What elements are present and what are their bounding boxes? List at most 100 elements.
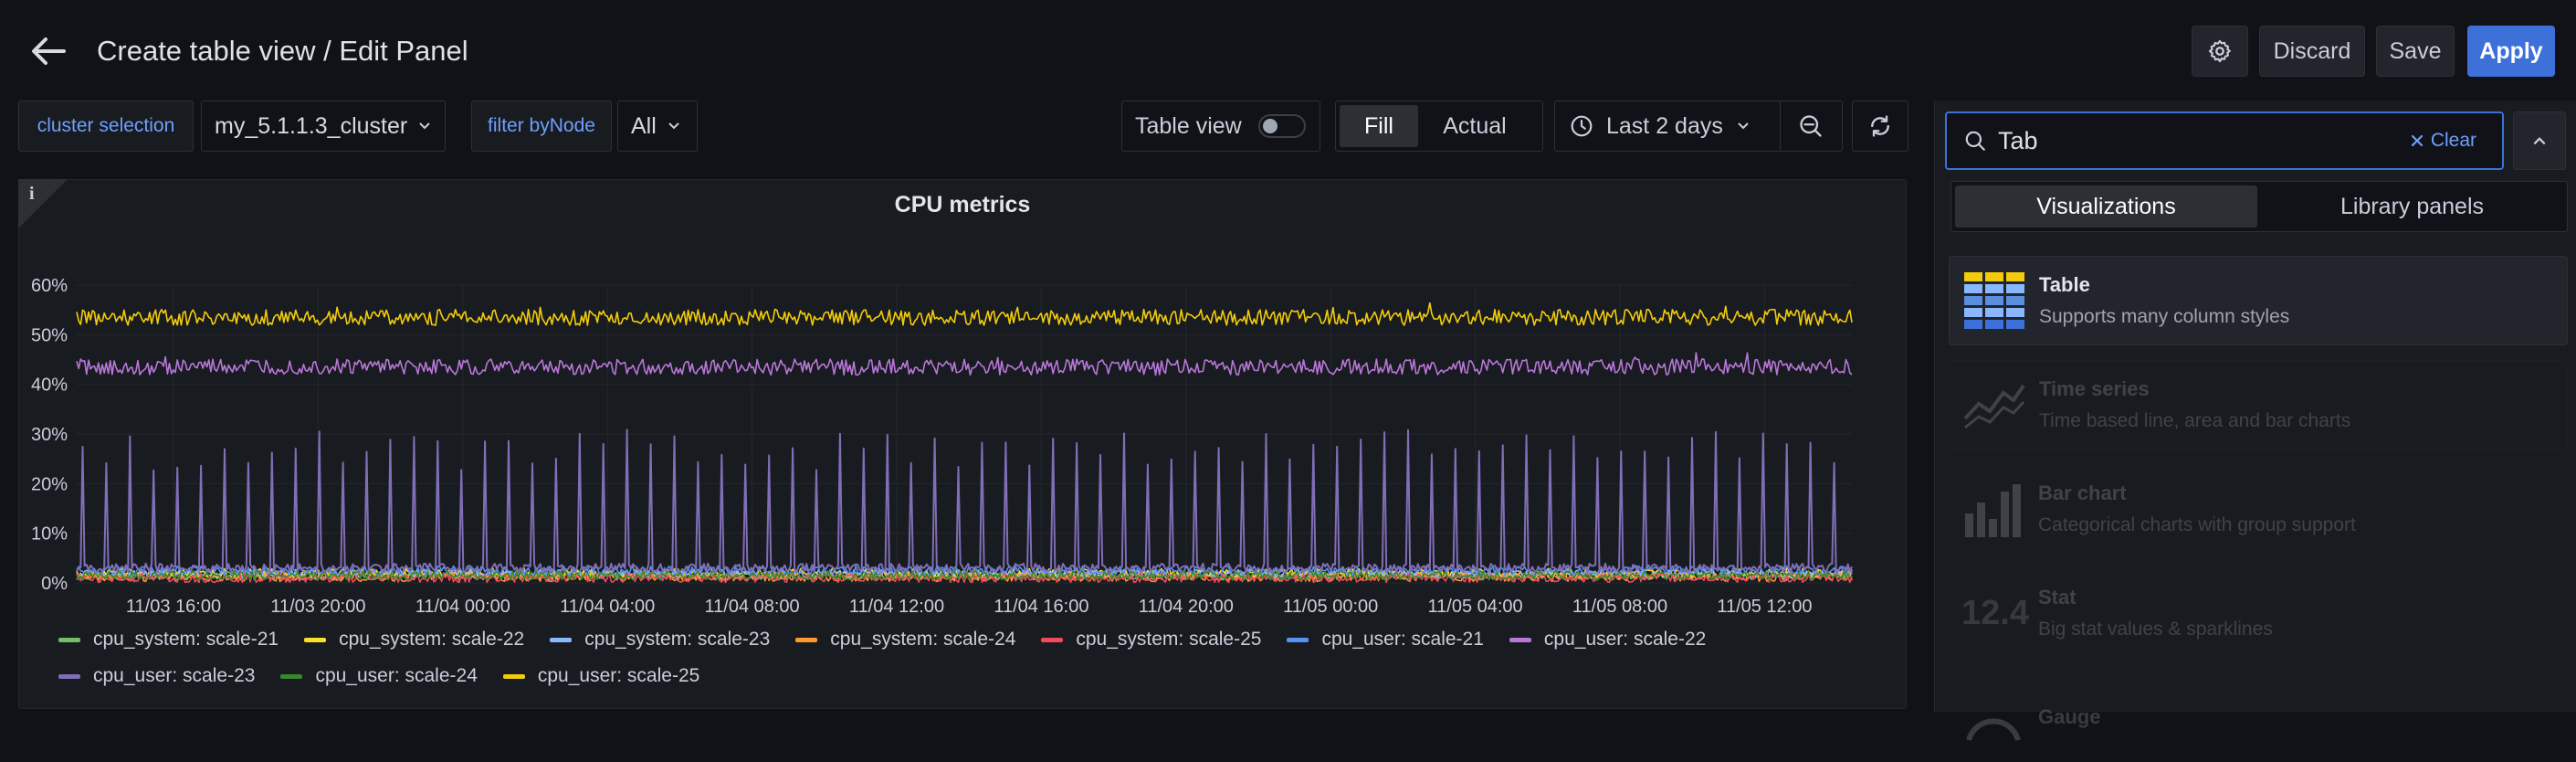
y-tick-label: 50%	[31, 325, 68, 345]
search-icon	[1965, 131, 1985, 151]
barchart-icon	[1965, 484, 2021, 537]
legend-item[interactable]: cpu_system: scale-24	[795, 629, 1015, 651]
legend-label: cpu_user: scale-23	[93, 665, 256, 686]
viz-description: Categorical charts with group support	[2038, 514, 2356, 535]
cluster-select[interactable]: my_5.1.1.3_cluster	[201, 101, 446, 152]
chevron-down-icon	[668, 122, 679, 130]
close-icon	[2411, 134, 2423, 147]
x-tick-label: 11/03 20:00	[270, 597, 365, 617]
apply-button[interactable]: Apply	[2467, 26, 2555, 77]
tab-library-panels[interactable]: Library panels	[2339, 193, 2485, 219]
actual-button[interactable]: Actual	[1443, 112, 1507, 139]
chevron-down-icon	[1738, 122, 1749, 130]
series-line	[76, 570, 1853, 581]
y-tick-label: 30%	[31, 425, 68, 445]
panel	[18, 179, 1907, 709]
y-tick-label: 60%	[31, 276, 68, 296]
legend-swatch	[502, 673, 525, 679]
variable-label-cluster: cluster selection	[18, 101, 194, 152]
legend-swatch	[1041, 637, 1064, 642]
legend-item[interactable]: cpu_system: scale-21	[58, 629, 279, 651]
viz-title: Stat	[2038, 586, 2077, 609]
timeseries-icon	[1963, 384, 2025, 429]
x-tick-label: 11/05 08:00	[1572, 597, 1667, 617]
viz-card-stat[interactable]: 12.4 Stat Big stat values & sparklines	[1949, 568, 2568, 658]
series-line	[76, 572, 1853, 584]
legend-swatch	[550, 637, 573, 642]
table-icon	[1964, 272, 2024, 329]
viz-card-table[interactable]: Table Supports many column styles	[1949, 256, 2568, 345]
chevron-down-icon	[419, 122, 430, 130]
fill-button[interactable]: Fill	[1340, 105, 1418, 147]
x-tick-label: 11/04 08:00	[705, 597, 800, 617]
legend-swatch	[58, 673, 80, 679]
legend-item[interactable]: cpu_user: scale-22	[1509, 629, 1706, 651]
legend-swatch	[1287, 637, 1309, 642]
collapse-button[interactable]	[2513, 111, 2566, 170]
y-tick-label: 0%	[41, 574, 68, 594]
y-tick-label: 20%	[31, 474, 68, 494]
viz-title: Time series	[2039, 377, 2150, 400]
legend-item[interactable]: cpu_user: scale-21	[1287, 629, 1484, 651]
legend-swatch	[58, 637, 80, 642]
zoom-out-button[interactable]	[1779, 101, 1843, 152]
zoom-out-icon	[1799, 115, 1822, 137]
refresh-button[interactable]	[1852, 101, 1908, 152]
legend-label: cpu_system: scale-23	[584, 629, 771, 650]
node-select[interactable]: All	[617, 101, 698, 152]
toggle-knob	[1262, 119, 1277, 133]
panel-info-corner[interactable]: i	[18, 179, 68, 228]
x-tick-label: 11/04 16:00	[994, 597, 1088, 617]
legend-item[interactable]: cpu_system: scale-25	[1041, 629, 1261, 651]
chevron-up-icon	[2533, 137, 2546, 145]
legend-swatch	[1509, 637, 1531, 642]
info-icon: i	[29, 184, 35, 204]
search-input[interactable]: Tab Clear	[1945, 111, 2504, 170]
legend-label: cpu_system: scale-22	[339, 629, 525, 650]
series-line	[76, 352, 1853, 376]
legend-label: cpu_system: scale-24	[830, 629, 1016, 650]
series-line	[76, 429, 1853, 574]
discard-button[interactable]: Discard	[2259, 26, 2365, 77]
viz-title: Gauge	[2038, 705, 2101, 728]
settings-button[interactable]	[2192, 26, 2248, 77]
save-button[interactable]: Save	[2376, 26, 2455, 77]
variable-label-node: filter byNode	[471, 101, 612, 152]
x-tick-label: 11/05 12:00	[1717, 597, 1812, 617]
clear-button[interactable]: Clear	[2411, 130, 2476, 152]
table-view-label: Table view	[1135, 112, 1242, 139]
legend-item[interactable]: cpu_system: scale-22	[304, 629, 524, 651]
refresh-icon	[1871, 115, 1889, 137]
legend-label: cpu_system: scale-25	[1076, 629, 1262, 650]
cpu-metrics-chart[interactable]: 0% 10% 20% 30% 40% 50% 60% 11/03 16:00 11/03 20:…	[18, 247, 1907, 621]
legend-item[interactable]: cpu_system: scale-23	[550, 629, 770, 651]
legend-label: cpu_user: scale-24	[315, 665, 478, 686]
x-tick-label: 11/04 04:00	[560, 597, 655, 617]
gauge-icon	[1966, 718, 2021, 741]
legend-swatch	[280, 673, 303, 679]
legend-item[interactable]: cpu_user: scale-23	[58, 665, 255, 687]
gear-icon	[2208, 39, 2231, 63]
tab-visualizations[interactable]: Visualizations	[1955, 185, 2257, 228]
table-view-toggle[interactable]	[1257, 114, 1306, 138]
legend-row: cpu_system: scale-21 cpu_system: scale-22…	[58, 629, 1706, 651]
legend-label: cpu_user: scale-21	[1321, 629, 1484, 650]
legend-swatch	[795, 637, 818, 642]
viz-description: Time based line, area and bar charts	[2039, 410, 2351, 431]
cluster-select-value: my_5.1.1.3_cluster	[215, 112, 408, 139]
series-line	[76, 302, 1853, 326]
stat-icon: 12.4	[1961, 593, 2029, 632]
x-tick-label: 11/05 04:00	[1428, 597, 1523, 617]
time-range-picker[interactable]: Last 2 days	[1554, 101, 1781, 152]
legend-label: cpu_user: scale-22	[1543, 629, 1707, 650]
legend-item[interactable]: cpu_user: scale-25	[502, 665, 699, 687]
legend-label: cpu_system: scale-21	[93, 629, 279, 650]
viz-card-time-series[interactable]: Time series Time based line, area and ba…	[1949, 360, 2568, 450]
back-button[interactable]	[24, 31, 73, 71]
fill-actual-group: Fill Actual	[1335, 101, 1543, 152]
viz-card-gauge[interactable]: Gauge	[1949, 672, 2568, 762]
viz-card-bar-chart[interactable]: Bar chart Categorical charts with group …	[1949, 464, 2568, 554]
clock-icon	[1571, 115, 1593, 137]
legend-item[interactable]: cpu_user: scale-24	[280, 665, 478, 687]
panel-title: CPU metrics	[894, 192, 1031, 217]
